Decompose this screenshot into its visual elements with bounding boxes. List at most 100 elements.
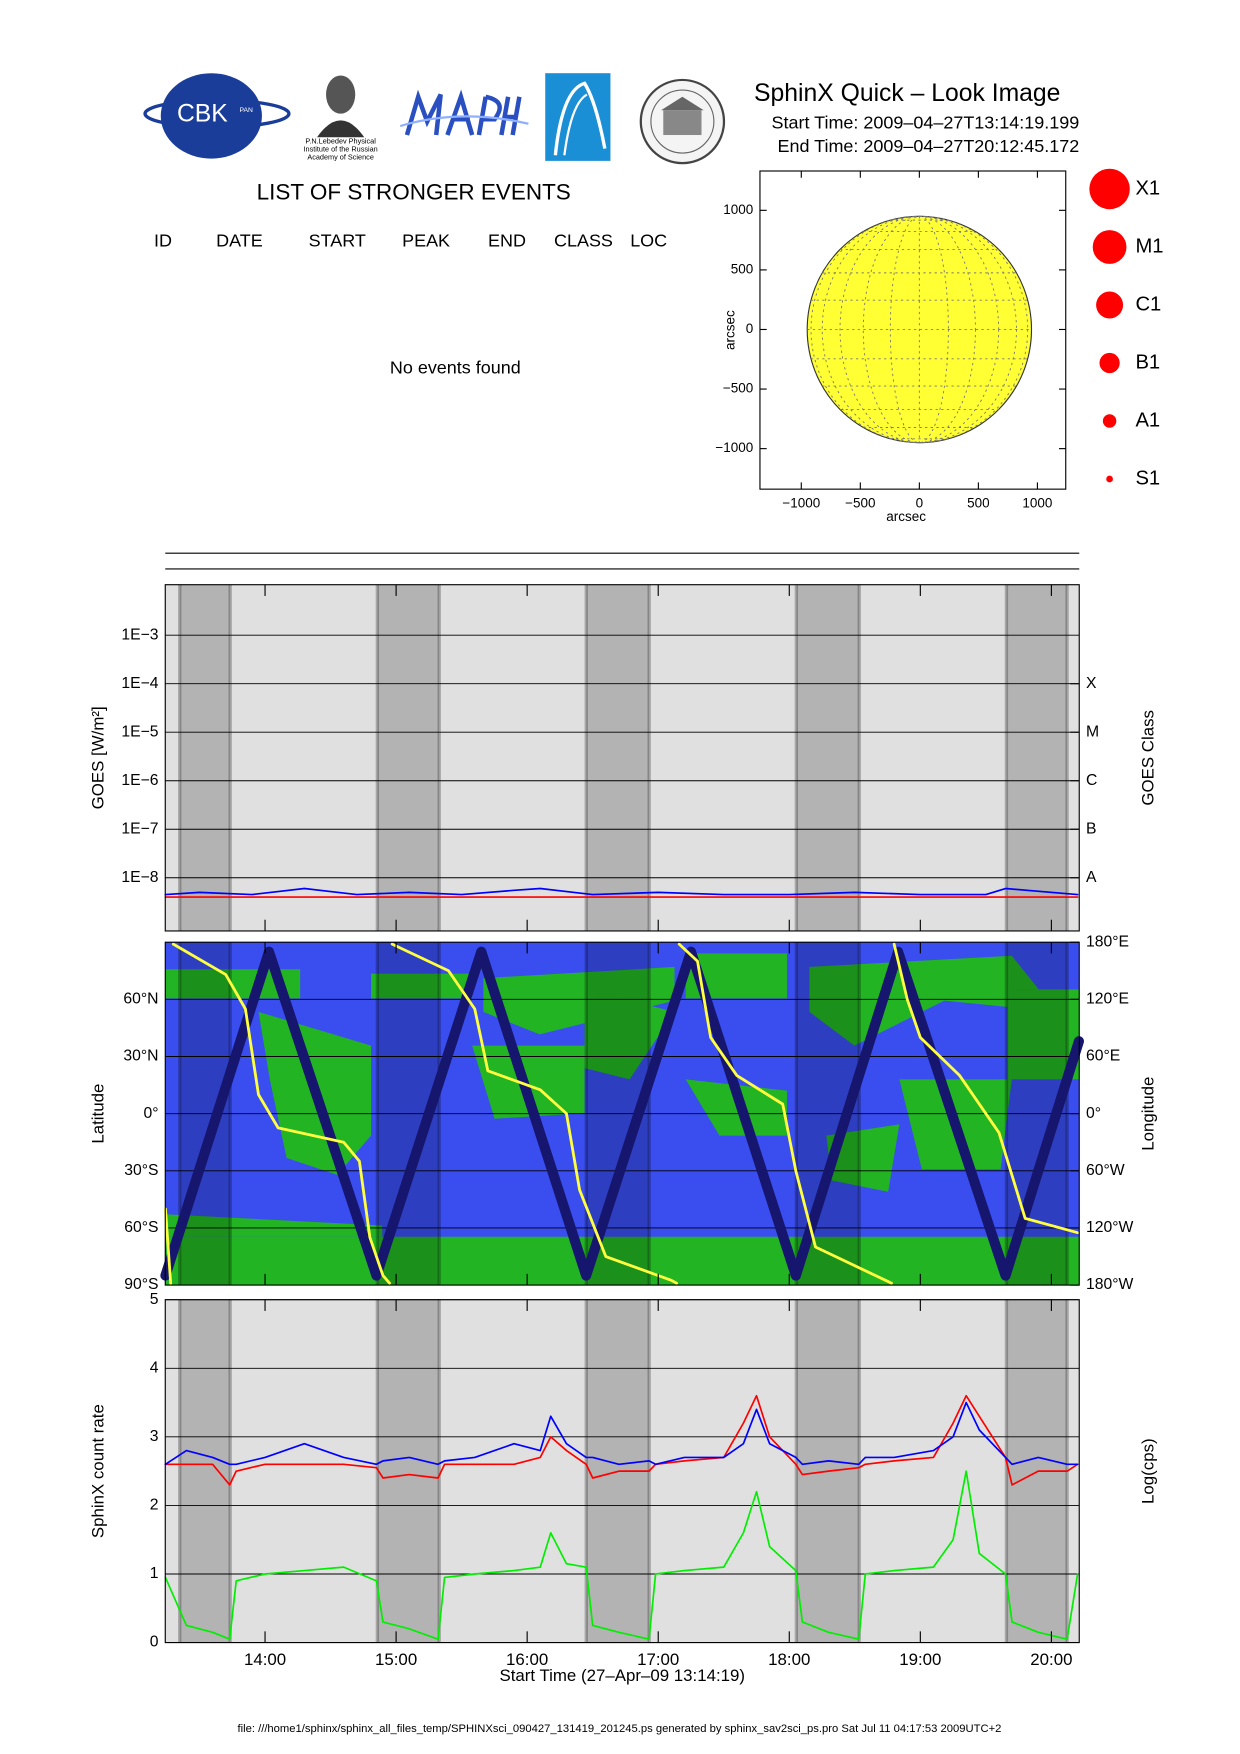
y-axis-label: GOES [W/m²]: [88, 706, 107, 809]
y-axis-label: Latitude: [88, 1084, 107, 1144]
y-tick-label: 1E−4: [121, 675, 158, 692]
x-tick-label: 17:00: [637, 1650, 679, 1669]
plot-background: [165, 584, 1080, 931]
y-tick-label: −1000: [715, 440, 753, 455]
y2-tick-label: 0°: [1086, 1105, 1101, 1122]
legend-label: B1: [1135, 351, 1160, 373]
legend-swatch: [1092, 230, 1127, 264]
y-tick-label: 0: [746, 321, 754, 336]
logo-maph: [399, 89, 529, 136]
x-tick-label: 500: [967, 495, 990, 510]
legend-swatch: [1106, 475, 1113, 483]
y-tick-label: 5: [150, 1291, 159, 1308]
events-message: No events found: [390, 358, 521, 378]
legend-swatch: [1096, 291, 1124, 319]
y-tick-label: 4: [150, 1359, 159, 1376]
y2-tick-label: 120°W: [1086, 1219, 1134, 1236]
data-line: [164, 887, 1079, 896]
logo-seal: [639, 78, 726, 165]
y2-tick-label: A: [1086, 869, 1097, 886]
y-tick-label: 1E−8: [121, 869, 158, 886]
logo-text: CBK: [177, 100, 228, 127]
shaded-interval: [586, 584, 650, 931]
y-tick-label: 1E−5: [121, 723, 158, 740]
y-tick-label: 1: [150, 1565, 159, 1582]
y-tick-label: 3: [150, 1428, 159, 1445]
data-line: [164, 942, 1080, 1285]
y-tick-label: 60°N: [123, 991, 158, 1008]
legend-swatch: [1099, 352, 1120, 374]
logo-text: PAN: [240, 107, 253, 114]
logo-wing: [545, 73, 611, 161]
events-column: START: [309, 231, 366, 251]
y-tick-label: 30°S: [124, 1162, 158, 1179]
data-line: [164, 1401, 1079, 1466]
end-time: End Time: 2009–04–27T20:12:45.172: [778, 136, 1080, 156]
x-tick-label: 1000: [1022, 495, 1052, 510]
y-tick-label: 0°: [143, 1105, 158, 1122]
y-tick-label: 2: [150, 1497, 159, 1514]
y-tick-label: 500: [731, 261, 754, 276]
events-column: LOC: [630, 231, 667, 251]
legend-label: A1: [1135, 409, 1160, 431]
logo-cbk: CBK PAN: [143, 73, 291, 159]
footer: file: ///home1/sphinx/sphinx_all_files_t…: [237, 1723, 1001, 1735]
y-tick-label: 1E−6: [121, 772, 158, 789]
logo-text: Academy of Science: [307, 152, 374, 161]
shaded-interval: [179, 1299, 231, 1643]
legend-label: S1: [1135, 467, 1160, 489]
legend-swatch: [1089, 168, 1130, 210]
y2-axis-label: Longitude: [1138, 1077, 1157, 1151]
page-title: SphinX Quick – Look Image: [754, 80, 1060, 107]
x-tick-label: −1000: [782, 495, 820, 510]
y-tick-label: −500: [723, 381, 753, 396]
x-tick-label: 0: [916, 495, 924, 510]
y-tick-label: 90°S: [124, 1276, 158, 1293]
y-tick-label: 1E−7: [121, 820, 158, 837]
legend-swatch: [1102, 414, 1117, 428]
y2-tick-label: B: [1086, 820, 1096, 837]
x-axis-label: arcsec: [886, 509, 926, 524]
y-axis-label: SphinX count rate: [88, 1404, 107, 1538]
shaded-interval: [796, 584, 860, 931]
plot-frame: [164, 1299, 1080, 1644]
y2-tick-label: 60°W: [1086, 1162, 1125, 1179]
y2-tick-label: 180°W: [1086, 1276, 1134, 1293]
y2-axis-label: Log(cps): [1138, 1438, 1157, 1504]
y-tick-label: 30°N: [123, 1048, 158, 1065]
start-time: Start Time: 2009–04–27T13:14:19.199: [772, 113, 1080, 133]
x-tick-label: 19:00: [899, 1650, 941, 1669]
events-column: ID: [154, 231, 172, 251]
x-tick-label: 14:00: [244, 1650, 286, 1669]
x-axis-label: Start Time (27–Apr–09 13:14:19): [499, 1666, 745, 1685]
y-tick-label: 0: [150, 1634, 159, 1651]
y-axis-label: arcsec: [722, 310, 737, 350]
y2-tick-label: X: [1086, 675, 1097, 692]
shaded-interval: [179, 584, 231, 931]
events-column: DATE: [216, 231, 263, 251]
y2-tick-label: 60°E: [1086, 1048, 1120, 1065]
events-title: LIST OF STRONGER EVENTS: [257, 179, 571, 204]
y2-tick-label: 180°E: [1086, 933, 1129, 950]
y2-tick-label: 120°E: [1086, 991, 1129, 1008]
plot-frame: [164, 941, 1080, 1286]
legend-label: C1: [1135, 293, 1161, 315]
events-column: PEAK: [402, 231, 450, 251]
logo-text: P.N.Lebedev Physical: [305, 137, 376, 146]
data-line: [160, 946, 1084, 1281]
events-column: END: [488, 231, 526, 251]
shaded-interval: [1006, 584, 1068, 931]
plot-frame: [759, 170, 1067, 490]
y2-axis-label: GOES Class: [1138, 710, 1157, 806]
events-column: CLASS: [554, 231, 613, 251]
x-tick-label: −500: [845, 495, 875, 510]
y-tick-label: 1E−3: [121, 626, 158, 643]
plot-frame: [164, 584, 1080, 932]
sun-grid: [807, 215, 1032, 444]
y2-tick-label: M: [1086, 723, 1099, 740]
y2-tick-label: C: [1086, 772, 1097, 789]
x-tick-label: 20:00: [1030, 1650, 1072, 1669]
shaded-interval: [377, 1299, 440, 1643]
